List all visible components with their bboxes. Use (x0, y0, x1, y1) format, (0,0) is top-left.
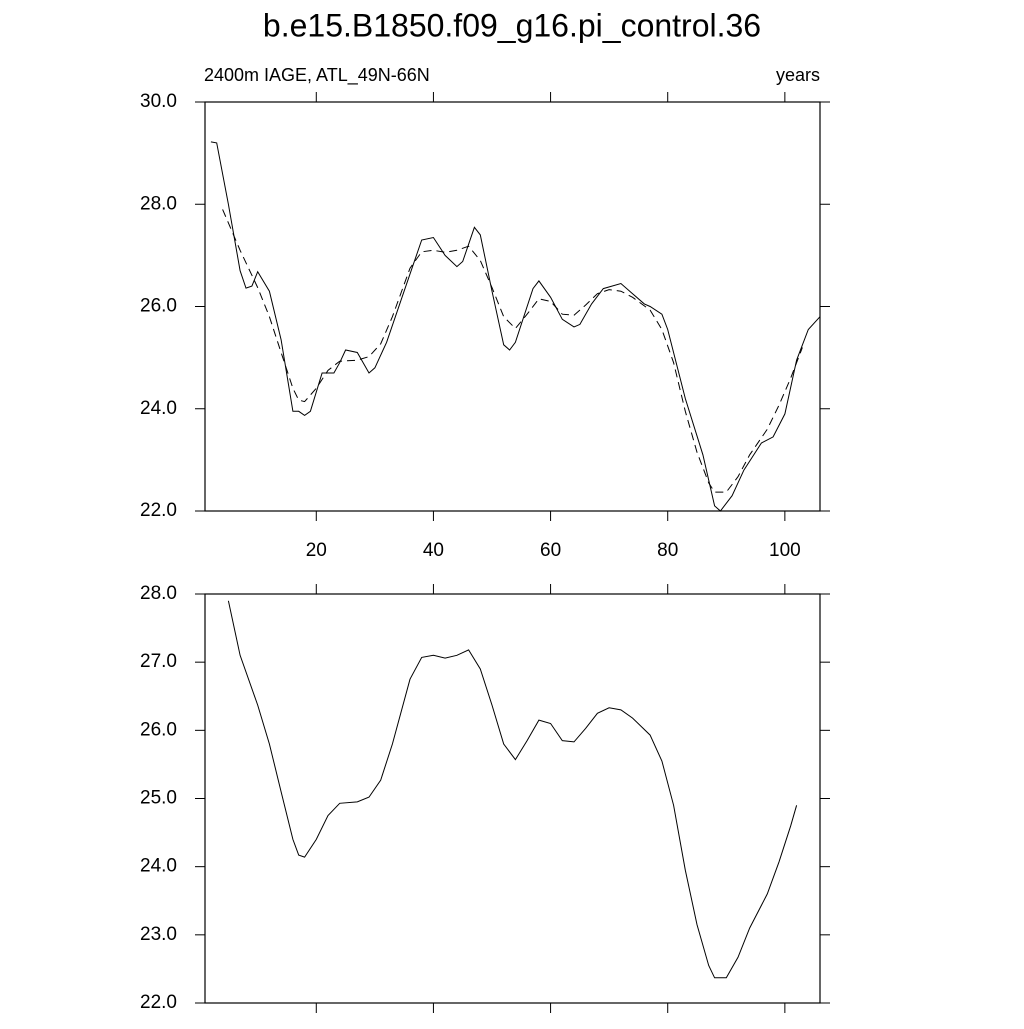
y-tick-label: 22.0 (140, 992, 177, 1013)
y-tick-label: 23.0 (140, 924, 177, 945)
x-tick-label: 40 (423, 540, 444, 561)
plot-frame (204, 101, 821, 512)
subtitle-left: 2400m IAGE, ATL_49N-66N (204, 65, 430, 86)
plot-frame (204, 593, 821, 1004)
y-tick-label: 27.0 (140, 651, 177, 672)
y-tick-label: 26.0 (140, 296, 177, 317)
y-tick-label: 28.0 (140, 193, 177, 214)
subtitle-right: years (776, 65, 820, 85)
y-tick-label: 25.0 (140, 788, 177, 809)
y-tick-label: 22.0 (140, 500, 177, 521)
y-tick-label: 24.0 (140, 398, 177, 419)
data-line (227, 600, 798, 979)
y-tick-label: 28.0 (140, 583, 177, 604)
x-tick-label: 20 (306, 540, 327, 561)
x-tick-label: 100 (769, 540, 801, 561)
data-line (210, 141, 821, 512)
y-tick-label: 24.0 (140, 856, 177, 877)
y-tick-label: 26.0 (140, 719, 177, 740)
data-line (222, 209, 803, 493)
y-tick-label: 30.0 (140, 91, 177, 112)
x-tick-label: 60 (540, 540, 561, 561)
chart-title: b.e15.B1850.f09_g16.pi_control.36 (263, 7, 761, 43)
x-tick-label: 80 (657, 540, 678, 561)
